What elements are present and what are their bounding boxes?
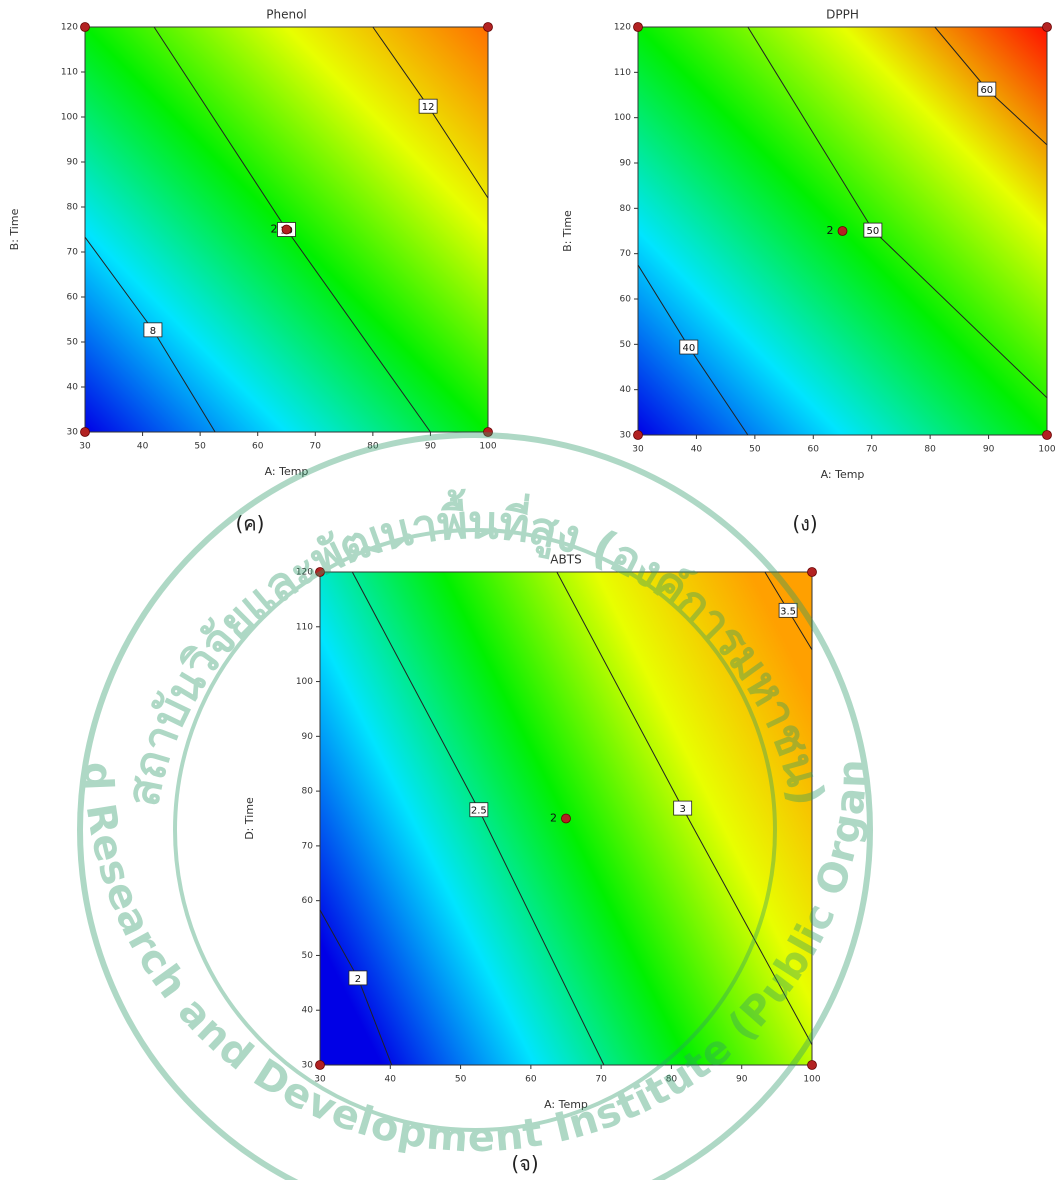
contour-label: 2 <box>355 974 361 985</box>
x-axis-label: A: Temp <box>821 468 865 481</box>
center-label: 2 <box>550 812 557 825</box>
y-tick-label: 70 <box>620 249 632 259</box>
x-tick-label: 90 <box>736 1075 748 1085</box>
y-axis-label: B: Time <box>561 210 574 252</box>
design-point <box>1043 431 1052 440</box>
design-point <box>282 225 291 234</box>
design-point <box>838 227 847 236</box>
design-point <box>808 568 817 577</box>
design-point <box>634 23 643 32</box>
x-tick-label: 40 <box>691 445 703 455</box>
y-tick-label: 120 <box>614 23 631 33</box>
design-point <box>81 23 90 32</box>
x-tick-label: 40 <box>137 442 149 452</box>
y-tick-label: 30 <box>67 428 79 438</box>
contour-label: 60 <box>980 85 993 96</box>
x-tick-label: 100 <box>479 442 496 452</box>
contour-label: 50 <box>867 226 880 237</box>
chart-title: DPPH <box>826 8 859 22</box>
x-tick-label: 50 <box>455 1075 467 1085</box>
center-label: 2 <box>271 223 278 236</box>
x-tick-label: 100 <box>1038 445 1055 455</box>
y-tick-label: 40 <box>67 383 79 393</box>
contour-label: 3.5 <box>780 606 796 617</box>
contour-label: 40 <box>682 343 695 354</box>
design-point <box>634 431 643 440</box>
x-tick-label: 70 <box>866 445 878 455</box>
y-tick-label: 90 <box>302 732 314 742</box>
y-tick-label: 60 <box>302 896 314 906</box>
chart-title: Phenol <box>266 8 307 22</box>
y-tick-label: 50 <box>67 338 79 348</box>
x-tick-label: 100 <box>803 1075 820 1085</box>
y-tick-label: 80 <box>67 203 79 213</box>
y-tick-label: 50 <box>302 951 314 961</box>
contour-label: 3 <box>679 804 685 815</box>
y-tick-label: 40 <box>620 385 632 395</box>
y-tick-label: 80 <box>620 204 632 214</box>
design-point <box>808 1061 817 1070</box>
y-tick-label: 90 <box>620 159 632 169</box>
contour-chart: DPPH 30 40 50 60 70 80 90 100 30 40 50 60 70 80 90 100 11… <box>561 8 1056 536</box>
page: Phenol 30 40 50 60 70 80 90 100 30 40 50 60 70 80 90 100… <box>0 0 1057 1180</box>
y-tick-label: 90 <box>67 158 79 168</box>
figure: Phenol 30 40 50 60 70 80 90 100 30 40 50 60 70 80 90 100… <box>0 0 1057 1180</box>
x-tick-label: 30 <box>632 445 644 455</box>
y-axis-label: D: Time <box>243 797 256 840</box>
design-point <box>316 1061 325 1070</box>
x-tick-label: 40 <box>385 1075 397 1085</box>
x-tick-label: 90 <box>425 442 437 452</box>
y-tick-label: 110 <box>61 68 78 78</box>
x-tick-label: 90 <box>983 445 995 455</box>
x-tick-label: 60 <box>808 445 820 455</box>
y-tick-label: 50 <box>620 340 632 350</box>
y-tick-label: 110 <box>614 68 631 78</box>
design-point <box>484 23 493 32</box>
y-tick-label: 30 <box>620 431 632 441</box>
x-tick-label: 80 <box>924 445 936 455</box>
y-tick-label: 120 <box>61 23 78 33</box>
x-tick-label: 60 <box>525 1075 537 1085</box>
x-tick-label: 70 <box>310 442 322 452</box>
x-tick-label: 30 <box>79 442 91 452</box>
y-tick-label: 100 <box>61 113 78 123</box>
y-tick-label: 60 <box>620 295 632 305</box>
x-tick-label: 60 <box>252 442 264 452</box>
x-tick-label: 50 <box>749 445 761 455</box>
contour-label: 12 <box>422 102 435 113</box>
panel-label: (ง) <box>792 512 817 536</box>
design-point <box>1043 23 1052 32</box>
y-tick-label: 70 <box>67 248 79 258</box>
y-tick-label: 100 <box>296 677 313 687</box>
contour-label: 8 <box>150 326 156 337</box>
y-tick-label: 80 <box>302 787 314 797</box>
design-point <box>562 814 571 823</box>
y-tick-label: 40 <box>302 1006 314 1016</box>
design-point <box>81 428 90 437</box>
x-tick-label: 50 <box>194 442 206 452</box>
y-tick-label: 60 <box>67 293 79 303</box>
y-tick-label: 100 <box>614 113 631 123</box>
contour-label: 2.5 <box>471 806 487 817</box>
x-tick-label: 70 <box>595 1075 607 1085</box>
y-axis-label: B: Time <box>8 208 21 250</box>
center-label: 2 <box>827 224 834 237</box>
y-tick-label: 30 <box>302 1061 314 1071</box>
y-tick-label: 110 <box>296 622 313 632</box>
y-tick-label: 70 <box>302 841 314 851</box>
